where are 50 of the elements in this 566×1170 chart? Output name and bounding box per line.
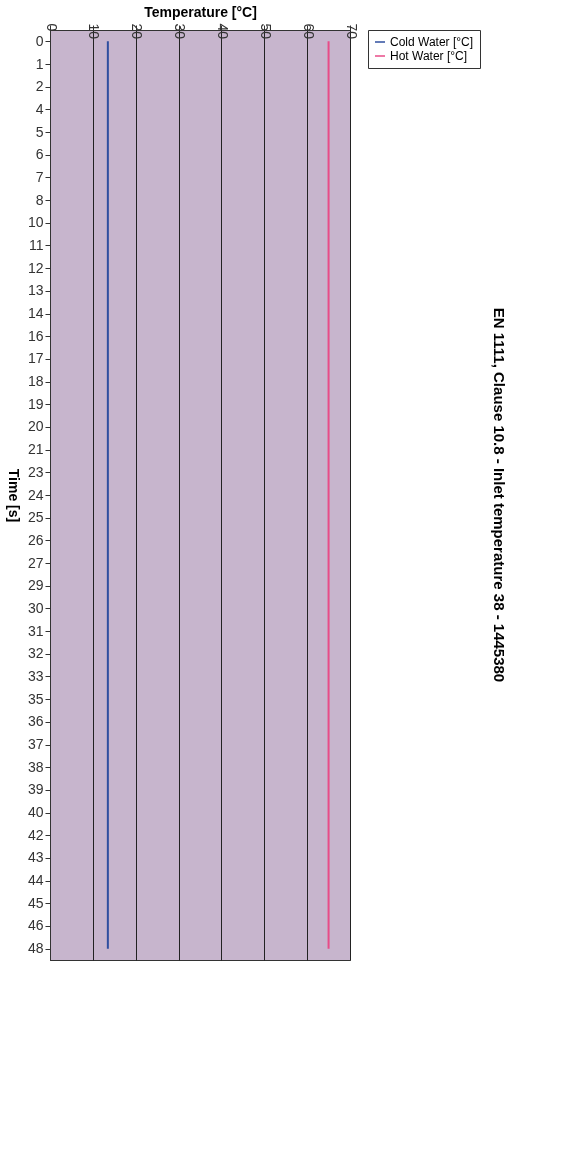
y-tick-label: 44 <box>27 872 44 889</box>
y-tick-label: 10 <box>27 214 44 231</box>
y-tick-label: 37 <box>27 736 44 753</box>
x-tick-label: 60 <box>300 23 317 40</box>
legend-label: Hot Water [°C] <box>390 49 468 63</box>
y-tick-label: 45 <box>27 894 44 911</box>
text: EN 1111, Clause 10.8 - Inlet temperature 38 - 1445380 <box>490 307 508 683</box>
y-tick-label: 11 <box>28 236 44 253</box>
y-tick-label: 25 <box>27 509 44 526</box>
y-tick-label: 6 <box>35 146 44 163</box>
x-tick-label: 40 <box>214 23 231 40</box>
y-tick-label: 1 <box>35 55 44 72</box>
y-tick-label: 26 <box>27 531 44 548</box>
y-tick-label: 29 <box>27 577 44 594</box>
y-tick-label: 31 <box>27 622 44 639</box>
y-tick-label: 24 <box>27 486 44 503</box>
x-tick-label: 70 <box>343 23 360 40</box>
y-tick-label: 39 <box>27 781 44 798</box>
y-tick-label: 16 <box>27 327 44 344</box>
x-tick-label: 10 <box>86 23 103 40</box>
y-tick-label: 20 <box>27 418 44 435</box>
y-tick-label: 30 <box>27 599 44 616</box>
y-tick-label: 35 <box>27 690 44 707</box>
y-tick-label: 46 <box>27 917 44 934</box>
y-tick-label: 43 <box>27 849 44 866</box>
x-axis-title: Temperature [°C] <box>144 3 257 20</box>
y-tick-label: 19 <box>27 395 44 412</box>
x-tick-label: 20 <box>129 23 146 40</box>
y-tick-label: 48 <box>27 940 44 957</box>
y-tick-label: 40 <box>27 804 44 821</box>
y-tick-label: 4 <box>35 100 44 117</box>
y-tick-label: 23 <box>27 463 44 480</box>
y-tick-label: 5 <box>35 123 44 140</box>
y-tick-label: 2 <box>35 78 44 95</box>
y-tick-label: 7 <box>35 168 44 185</box>
y-tick-label: 8 <box>35 191 44 208</box>
y-tick-label: 21 <box>27 441 44 458</box>
y-axis-title: Time [s] <box>5 468 22 523</box>
y-tick-label: 13 <box>27 282 44 299</box>
y-tick-label: 27 <box>27 554 44 571</box>
y-tick-label: 17 <box>27 350 44 367</box>
y-tick-label: 36 <box>27 713 44 730</box>
y-tick-label: 33 <box>27 667 44 684</box>
legend-label: Cold Water [°C] <box>390 35 474 49</box>
y-tick-label: 18 <box>27 373 44 390</box>
y-tick-label: 32 <box>27 645 44 662</box>
y-tick-label: 38 <box>27 758 44 775</box>
y-tick-label: 12 <box>27 259 44 276</box>
y-tick-label: 14 <box>27 305 44 322</box>
y-tick-label: 42 <box>27 826 44 843</box>
